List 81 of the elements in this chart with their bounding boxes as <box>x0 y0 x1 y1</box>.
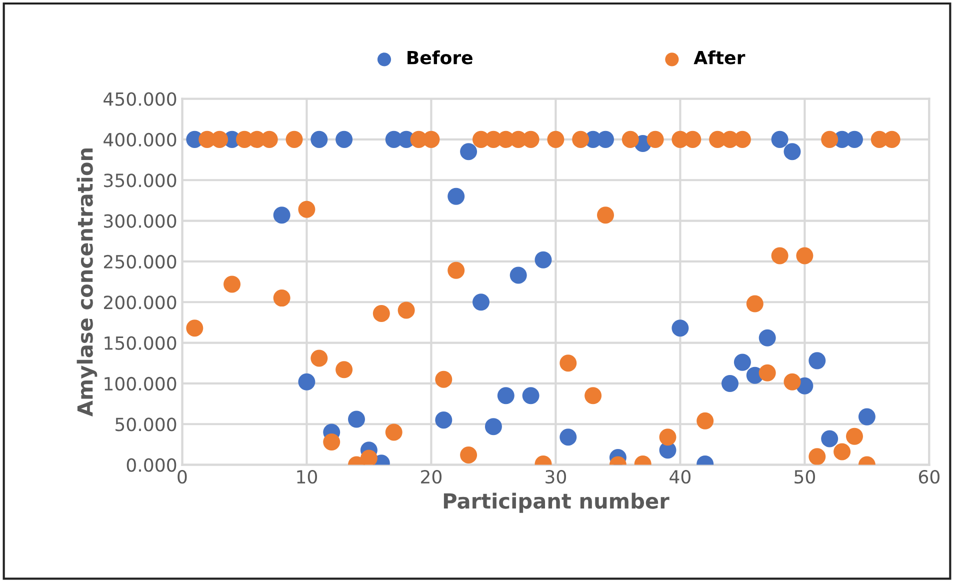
point <box>298 373 316 390</box>
y-tick-label: 300.000 <box>104 214 176 228</box>
point <box>834 443 851 460</box>
y-tick-label: 250.000 <box>104 254 176 269</box>
point <box>224 276 241 293</box>
point <box>758 364 776 382</box>
point <box>336 361 353 378</box>
point <box>659 428 676 446</box>
point <box>286 130 303 148</box>
y-tick-label: 400.000 <box>104 132 176 147</box>
point <box>858 408 876 426</box>
point <box>484 418 502 436</box>
point <box>597 130 614 148</box>
point <box>497 387 514 404</box>
point <box>547 130 564 148</box>
point <box>597 206 614 224</box>
y-tick-label: 150.000 <box>104 336 176 350</box>
point <box>522 387 540 404</box>
point <box>646 130 664 148</box>
y-axis-title: Amylase concentration <box>76 148 98 417</box>
point <box>734 354 751 371</box>
y-tick-label: 450.000 <box>104 92 176 106</box>
point <box>784 373 801 390</box>
point <box>684 130 702 148</box>
point <box>360 450 378 465</box>
point <box>310 130 328 148</box>
point <box>472 294 490 311</box>
legend-label: Before <box>408 50 472 64</box>
legend-label: After <box>694 50 746 64</box>
x-tick-label: 40 <box>670 470 690 484</box>
point <box>435 370 452 388</box>
point <box>622 130 639 148</box>
point <box>298 200 316 218</box>
point <box>784 143 801 160</box>
x-tick-label: 20 <box>421 470 442 484</box>
x-tick-label: 50 <box>794 470 815 484</box>
point <box>808 352 826 370</box>
point <box>448 262 465 279</box>
x-tick-label: 30 <box>546 470 566 484</box>
point <box>771 247 788 264</box>
point <box>273 206 290 224</box>
point <box>534 251 552 268</box>
point <box>398 302 415 319</box>
point <box>821 130 838 148</box>
point <box>796 247 814 264</box>
point <box>696 412 714 430</box>
x-axis-title: Participant number <box>444 492 670 513</box>
point <box>721 374 739 392</box>
point <box>273 290 290 307</box>
y-tick-label: 100.000 <box>104 376 176 391</box>
x-tick-label: 0 <box>178 470 187 484</box>
point <box>846 428 863 445</box>
y-tick-label: 350.000 <box>104 174 176 188</box>
point <box>348 410 366 428</box>
point <box>211 130 228 148</box>
point <box>808 448 826 465</box>
point <box>572 130 590 148</box>
point <box>448 188 465 205</box>
point <box>310 350 328 367</box>
point <box>672 320 689 337</box>
x-tick-label: 60 <box>918 470 940 484</box>
point <box>746 295 764 312</box>
point <box>372 305 390 322</box>
point <box>758 329 776 346</box>
y-tick-label: 50.000 <box>116 418 176 432</box>
y-tick-label: 0.000 <box>126 458 176 472</box>
point <box>460 143 478 160</box>
point <box>323 434 340 451</box>
point <box>510 266 527 284</box>
point <box>460 446 478 464</box>
x-tick-label: 10 <box>297 470 317 484</box>
point <box>385 424 402 441</box>
y-tick-label: 200.000 <box>104 296 176 310</box>
point <box>186 320 204 337</box>
point <box>584 387 602 404</box>
point <box>336 130 353 148</box>
point <box>821 430 838 448</box>
point <box>771 130 788 148</box>
point <box>560 428 577 446</box>
point <box>560 354 577 372</box>
point <box>435 412 452 429</box>
